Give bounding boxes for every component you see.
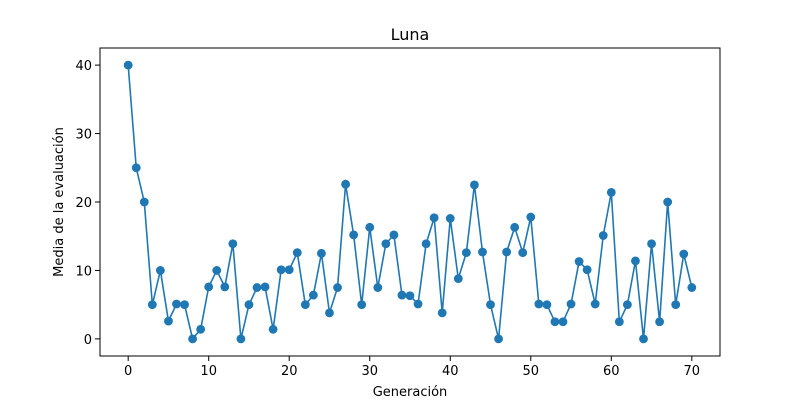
data-point	[687, 283, 697, 292]
data-point	[494, 334, 503, 344]
data-point	[308, 290, 318, 300]
data-point	[502, 247, 512, 257]
data-point	[510, 222, 520, 232]
data-point	[172, 299, 181, 309]
data-point	[397, 290, 407, 300]
data-point	[228, 239, 238, 249]
data-point	[373, 283, 383, 292]
data-point	[623, 300, 632, 310]
data-point	[679, 249, 689, 259]
x-tick-label: 20	[281, 364, 298, 379]
y-tick-label: 0	[84, 333, 92, 348]
data-point	[164, 316, 173, 326]
data-point	[478, 247, 487, 257]
data-point	[155, 266, 165, 275]
x-tick-label: 10	[200, 364, 217, 379]
chart-title: Luna	[391, 25, 430, 44]
data-point	[260, 282, 270, 292]
data-point	[526, 212, 536, 222]
plot-area-frame	[99, 47, 721, 357]
data-point	[405, 291, 415, 301]
data-point	[276, 265, 286, 275]
y-axis-title: Media de la evaluación	[52, 127, 67, 277]
data-point	[639, 334, 648, 344]
data-point	[671, 300, 681, 310]
x-tick-label: 50	[523, 364, 540, 379]
data-point	[445, 214, 455, 223]
data-point	[518, 248, 528, 258]
data-point	[550, 317, 560, 327]
data-point	[220, 282, 230, 292]
data-point	[212, 266, 222, 275]
y-axis: 0 10 20 30 40	[75, 59, 100, 348]
data-point	[341, 179, 350, 189]
data-point	[566, 299, 576, 309]
data-point	[236, 334, 246, 344]
x-axis-title: Generación	[373, 385, 448, 400]
data-point	[614, 317, 624, 327]
data-point	[188, 334, 197, 344]
y-tick-label: 10	[75, 264, 92, 279]
data-point	[574, 257, 584, 266]
data-point	[647, 239, 656, 249]
data-point	[663, 197, 673, 207]
data-point	[357, 300, 367, 310]
data-point	[333, 283, 342, 292]
y-tick-label: 40	[75, 59, 92, 74]
data-point	[317, 248, 326, 258]
x-tick-label: 40	[442, 364, 459, 379]
data-point	[413, 299, 423, 309]
data-point	[389, 230, 399, 240]
data-point	[606, 188, 616, 197]
x-tick-label: 60	[603, 364, 620, 379]
data-point	[381, 239, 391, 249]
data-point	[598, 231, 608, 240]
series-layer	[123, 60, 697, 344]
data-point	[180, 300, 189, 310]
data-point	[437, 308, 447, 318]
data-point	[542, 300, 552, 310]
data-point	[470, 180, 479, 190]
data-point	[453, 274, 463, 284]
data-point	[292, 248, 302, 258]
data-point	[252, 283, 262, 292]
data-point	[123, 60, 133, 70]
data-point	[534, 299, 544, 309]
data-point	[300, 300, 310, 310]
data-point	[268, 324, 278, 334]
x-tick-label: 70	[684, 364, 701, 379]
data-point	[139, 197, 149, 207]
data-point	[590, 299, 600, 309]
data-point	[421, 239, 431, 249]
data-point	[131, 163, 141, 173]
data-point	[325, 308, 334, 318]
y-tick-label: 30	[75, 128, 92, 143]
data-point	[204, 282, 214, 292]
data-point	[655, 317, 665, 327]
x-tick-label: 30	[361, 364, 378, 379]
data-point	[582, 265, 592, 275]
x-axis: 0 10 20 30 40 50 60 70	[124, 356, 700, 379]
data-point	[486, 300, 495, 310]
data-point	[461, 248, 471, 258]
data-point	[147, 300, 157, 310]
data-point	[631, 256, 640, 266]
data-point	[365, 222, 375, 232]
x-tick-label: 0	[124, 364, 132, 379]
data-point	[196, 324, 206, 334]
data-point	[244, 300, 254, 310]
data-point	[558, 317, 568, 327]
data-point	[349, 230, 359, 240]
data-point	[284, 265, 294, 275]
data-point	[429, 213, 439, 223]
y-tick-label: 20	[75, 196, 92, 211]
